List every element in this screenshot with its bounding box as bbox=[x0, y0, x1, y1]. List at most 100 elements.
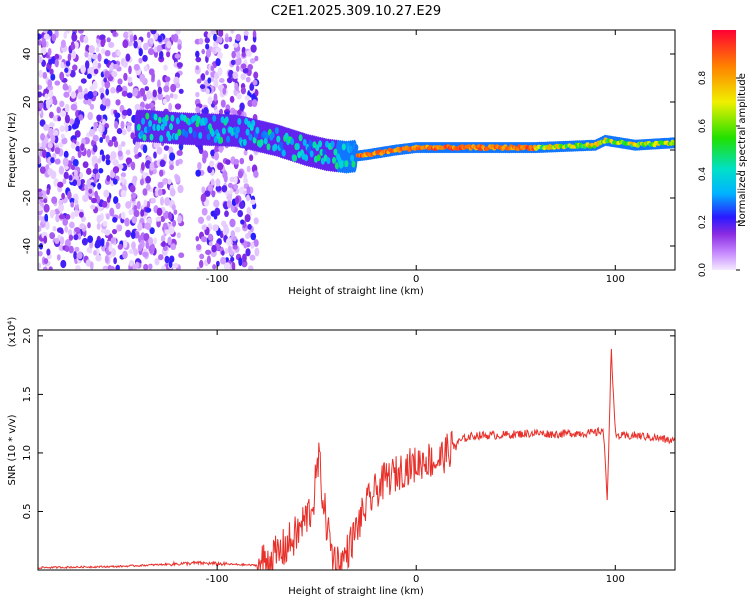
spectrogram-cell bbox=[58, 165, 65, 175]
spectrogram-cell bbox=[128, 248, 135, 255]
spectrogram-cell bbox=[110, 151, 117, 160]
spectrogram-cell bbox=[226, 199, 232, 209]
spectrogram-cell bbox=[88, 129, 95, 137]
spectrogram-cell bbox=[72, 159, 79, 167]
spectrogram-cell bbox=[67, 53, 72, 62]
spectrogram-cell bbox=[122, 250, 128, 260]
spectrogram-cell bbox=[147, 48, 155, 56]
spectrogram-cell bbox=[238, 186, 245, 195]
spectrogram-cell bbox=[298, 134, 303, 142]
spectrogram-cell bbox=[344, 160, 349, 168]
colorbar-label: Normalized spectral amplitude bbox=[737, 73, 748, 227]
spectrogram-cell bbox=[164, 76, 171, 82]
spectrogram-cell bbox=[79, 223, 86, 229]
spectrogram-cell bbox=[245, 76, 251, 83]
spectrogram-cell bbox=[212, 224, 219, 232]
spectrogram-cell bbox=[148, 237, 154, 246]
spectrogram-y-label: Frequency (Hz) bbox=[7, 112, 18, 188]
spectrogram-cell bbox=[333, 148, 338, 156]
spectrogram-cell bbox=[93, 121, 99, 128]
spectrogram-cell bbox=[205, 70, 209, 76]
spectrogram-cell bbox=[113, 196, 119, 205]
spectrogram-cell bbox=[210, 30, 216, 35]
spectrogram-cell bbox=[54, 58, 59, 68]
spectrogram-cell bbox=[97, 53, 102, 62]
spectrogram-cell bbox=[162, 222, 168, 229]
spectrogram-cell bbox=[132, 87, 139, 94]
spectrogram-cell bbox=[139, 73, 146, 83]
spectrogram-cell bbox=[105, 88, 110, 96]
spectrogram-cell bbox=[44, 213, 49, 222]
spectrogram-cell bbox=[112, 216, 118, 223]
spectrogram-cell bbox=[156, 124, 161, 132]
spectrogram-cell bbox=[205, 48, 212, 58]
spectrogram-cell bbox=[145, 183, 151, 191]
spectrogram-cell bbox=[155, 216, 162, 222]
colorbar-ticks: 0.0 0.2 0.4 0.6 0.8 bbox=[698, 71, 740, 277]
spectrogram-cell bbox=[38, 142, 41, 148]
spectrogram-cell bbox=[74, 199, 79, 206]
spectrogram-cell bbox=[152, 89, 157, 98]
spectrogram-cell bbox=[228, 69, 234, 79]
spectrogram-cell bbox=[164, 229, 170, 235]
spectrogram-cell bbox=[143, 232, 150, 242]
snr-y-multiplier: (x10⁴) bbox=[7, 317, 18, 348]
spectrogram-cell bbox=[153, 113, 158, 121]
spectrogram-cell bbox=[172, 219, 177, 227]
spectrogram-cell bbox=[240, 87, 246, 95]
spectrogram-cell bbox=[74, 208, 79, 217]
spectrogram-cell bbox=[309, 150, 314, 158]
spectrogram-cell bbox=[116, 50, 121, 57]
spectrogram-cell bbox=[253, 239, 259, 247]
spectrogram-cell bbox=[49, 232, 55, 240]
spectrogram-cell bbox=[211, 190, 216, 198]
spectrogram-cell bbox=[87, 235, 94, 243]
spectrogram-cell bbox=[167, 178, 172, 185]
spectrogram-cell bbox=[60, 61, 65, 69]
spectrogram-cell bbox=[142, 144, 148, 154]
spectrogram-cell bbox=[230, 30, 235, 34]
spectrogram-cell bbox=[173, 209, 178, 215]
spectrogram-cell bbox=[150, 30, 157, 35]
spectrogram-cell bbox=[169, 188, 176, 197]
spectrogram-cell bbox=[246, 165, 251, 173]
spectrogram-cell bbox=[196, 78, 202, 84]
spectrogram-cell bbox=[235, 85, 239, 92]
spectrogram-cell bbox=[242, 138, 247, 146]
spectrogram-cell bbox=[226, 77, 233, 84]
spectrogram-cell bbox=[233, 183, 239, 190]
spectrogram-cell bbox=[142, 188, 148, 196]
spectrogram-cell bbox=[252, 79, 258, 86]
spectrogram-cell bbox=[58, 214, 66, 220]
spectrogram-cell bbox=[201, 186, 206, 194]
spectrogram-cell bbox=[104, 49, 111, 57]
spectrogram-cell bbox=[55, 214, 60, 223]
spectrogram-cell bbox=[122, 59, 128, 68]
spectrogram-cell bbox=[250, 199, 256, 205]
spectrogram-cell bbox=[97, 62, 102, 69]
spectrogram-cell bbox=[142, 134, 147, 142]
spectrogram-cell bbox=[70, 103, 77, 111]
spectrogram-cell bbox=[156, 207, 163, 216]
spectrogram-cell bbox=[68, 245, 74, 254]
spectrogram-cell bbox=[96, 114, 102, 122]
spectrogram-cell bbox=[234, 58, 240, 66]
y-tick-label: 2.0 bbox=[22, 328, 33, 344]
spectrogram-cell bbox=[110, 87, 116, 94]
spectrogram-cell bbox=[245, 128, 250, 136]
spectrogram-cell bbox=[237, 210, 244, 218]
spectrogram-cell bbox=[163, 153, 168, 162]
spectrogram-cell bbox=[117, 243, 123, 250]
spectrogram-cell bbox=[48, 89, 54, 98]
spectrogram-cell bbox=[43, 235, 48, 244]
spectrogram-cell bbox=[207, 77, 212, 84]
spectrogram-cell bbox=[61, 137, 68, 145]
spectrogram-cell bbox=[112, 178, 118, 185]
spectrogram-cell bbox=[116, 128, 123, 135]
spectrogram-cell bbox=[133, 209, 140, 218]
spectrogram-cell bbox=[77, 233, 82, 240]
spectrogram-cell bbox=[105, 213, 110, 220]
spectrogram-cell bbox=[295, 143, 300, 150]
spectrogram-cell bbox=[175, 30, 181, 35]
spectrogram-cell bbox=[227, 182, 233, 188]
